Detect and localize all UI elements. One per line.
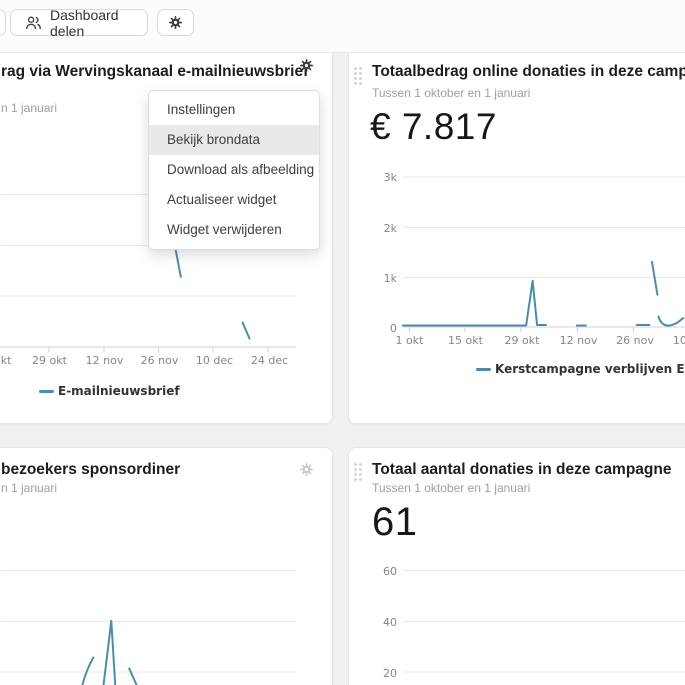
x-tick-label: 10 dec bbox=[195, 354, 234, 367]
menu-item-widget-verwijderen[interactable]: Widget verwijderen bbox=[167, 222, 282, 237]
y-tick-label: 2k bbox=[383, 222, 397, 235]
share-dashboard-button[interactable]: Dashboard delen bbox=[10, 6, 148, 39]
widget-title: Totaal aantal donaties in deze campagne bbox=[372, 461, 672, 478]
widget-subtitle: n 1 januari bbox=[1, 101, 58, 115]
widget-context-menu: Instellingen Bekijk brondata Download al… bbox=[148, 90, 320, 250]
share-dashboard-label: Dashboard delen bbox=[50, 6, 119, 39]
widget-title: bezoekers sponsordiner bbox=[1, 461, 181, 478]
x-tick-label: 29 okt bbox=[32, 354, 67, 367]
x-tick-label: 1 okt bbox=[395, 334, 424, 347]
topbar: Dashboard delen bbox=[0, 0, 685, 53]
widget-title: rag via Wervingskanaal e-mailnieuwsbrief bbox=[1, 63, 309, 80]
widget-gear-icon[interactable] bbox=[299, 58, 314, 73]
legend-marker bbox=[476, 368, 491, 371]
y-tick-label: 0 bbox=[390, 322, 397, 335]
x-tick-label: 12 nov bbox=[559, 334, 598, 347]
y-tick-label: 60 bbox=[383, 565, 397, 578]
x-tick-label: 10 dec bbox=[672, 334, 685, 347]
gear-icon bbox=[168, 15, 183, 30]
x-tick-label: 12 nov bbox=[85, 354, 124, 367]
menu-item-instellingen[interactable]: Instellingen bbox=[167, 102, 236, 117]
menu-item-download-als-afbeelding[interactable]: Download als afbeelding bbox=[167, 162, 315, 177]
total-count-value: 61 bbox=[372, 500, 418, 544]
sponsordiner-line-chart bbox=[1, 570, 296, 685]
legend-item[interactable]: Kerstcampagne verblijven Europa bbox=[495, 362, 685, 376]
widget-totaal-aantal: Totaal aantal donaties in deze campagne … bbox=[348, 447, 685, 685]
y-tick-label: 3k bbox=[383, 171, 397, 184]
menu-item-bekijk-brondata[interactable]: Bekijk brondata bbox=[149, 125, 319, 155]
legend-item[interactable]: E-mailnieuwsbrief bbox=[58, 384, 180, 398]
x-tick-label: 15 okt bbox=[448, 334, 483, 347]
totaalbedrag-line-chart bbox=[401, 176, 685, 333]
x-tick-label: 26 nov bbox=[140, 354, 179, 367]
widget-totaalbedrag: Totaalbedrag online donaties in deze cam… bbox=[348, 47, 685, 424]
widget-subtitle: Tussen 1 oktober en 1 januari bbox=[372, 481, 531, 495]
widget-title: Totaalbedrag online donaties in deze cam… bbox=[372, 63, 685, 80]
users-icon bbox=[24, 13, 43, 32]
drag-handle[interactable] bbox=[354, 67, 362, 85]
y-tick-label: 40 bbox=[383, 616, 397, 629]
x-tick-label: 24 dec bbox=[250, 354, 289, 367]
widget-subtitle: n 1 januari bbox=[1, 481, 58, 495]
dashboard-settings-button[interactable] bbox=[157, 9, 194, 36]
total-amount-value: € 7.817 bbox=[370, 106, 497, 147]
widget-sponsordiner: bezoekers sponsordiner bbox=[0, 447, 333, 685]
menu-item-actualiseer-widget[interactable]: Actualiseer widget bbox=[167, 192, 277, 207]
y-tick-label: 1k bbox=[383, 272, 397, 285]
widget-subtitle: Tussen 1 oktober en 1 januari bbox=[372, 86, 531, 100]
legend-marker bbox=[39, 390, 54, 393]
x-tick-label: 29 okt bbox=[504, 334, 540, 347]
x-tick-label: 15 okt bbox=[0, 354, 12, 367]
totaal-aantal-line-chart bbox=[403, 570, 685, 673]
y-tick-label: 20 bbox=[383, 667, 397, 680]
x-tick-label: 26 nov bbox=[616, 334, 654, 347]
partial-button[interactable] bbox=[0, 9, 6, 36]
drag-handle[interactable] bbox=[354, 463, 362, 481]
widget-gear-icon[interactable] bbox=[299, 462, 314, 477]
